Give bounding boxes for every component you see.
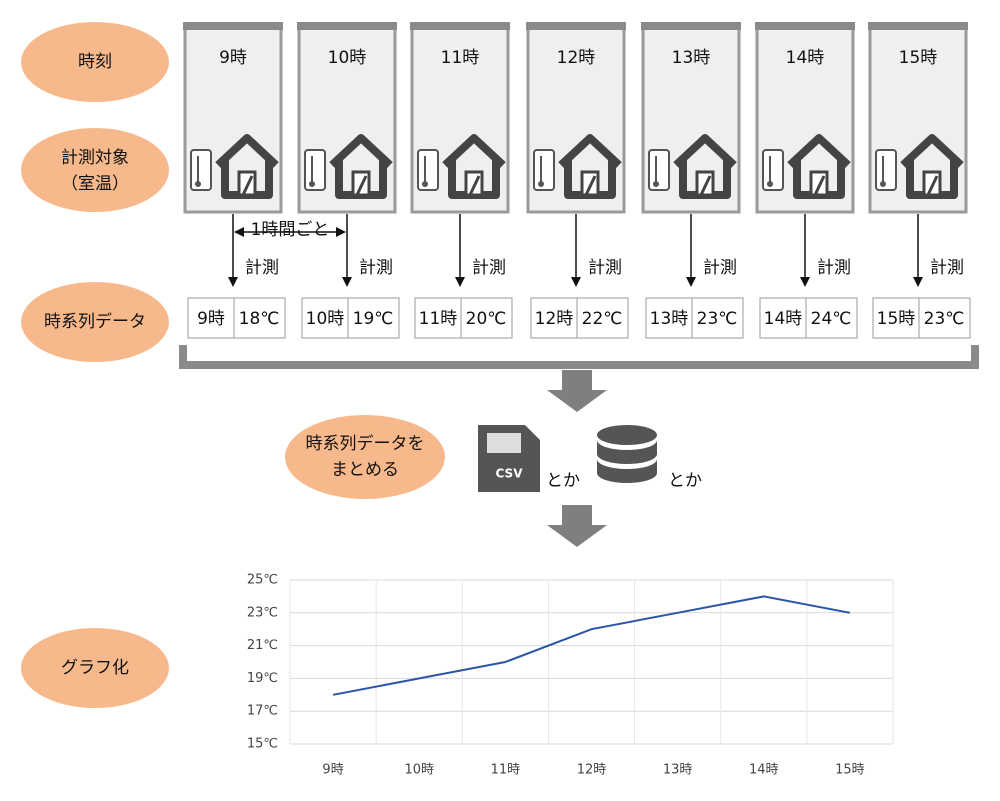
y-tick-label: 25℃ (247, 573, 278, 588)
record-hour: 9時 (197, 309, 225, 329)
house-door (351, 170, 371, 197)
hour-label: 13時 (672, 48, 711, 68)
thermometer (417, 149, 439, 191)
hour-label: 12時 (557, 48, 596, 68)
record-box (530, 297, 629, 339)
record-temp: 18℃ (239, 309, 280, 329)
measure-label: 計測 (359, 258, 393, 278)
measure-label: 計測 (472, 258, 506, 278)
row-label: 時系列データ (44, 311, 146, 332)
record-hour: 15時 (877, 309, 916, 329)
interval-label: 1時間ごと (251, 220, 330, 240)
y-tick-label: 23℃ (247, 605, 278, 620)
thermometer-bulb (880, 181, 886, 187)
x-tick-label: 11時 (491, 763, 521, 778)
measure-label: 計測 (588, 258, 622, 278)
panel-top (526, 22, 626, 30)
record-box (759, 297, 858, 339)
measure-label: 計測 (817, 258, 851, 278)
house-door (464, 170, 484, 197)
thermometer (762, 149, 784, 191)
csv-icon: CSV (478, 425, 540, 492)
file-label: CSV (496, 467, 524, 481)
measure-label: 計測 (245, 258, 279, 278)
record-hour: 10時 (306, 309, 345, 329)
step-label: 時系列データを (306, 433, 425, 454)
record-box (414, 297, 513, 339)
record-hour: 13時 (650, 309, 689, 329)
x-tick-label: 9時 (322, 763, 343, 778)
record-temp: 19℃ (353, 309, 394, 329)
record-box (872, 297, 971, 339)
house-door (809, 170, 829, 197)
panel-top (183, 22, 283, 30)
record-hour: 14時 (764, 309, 803, 329)
thermometer-bulb (767, 181, 773, 187)
hour-label: 15時 (899, 48, 938, 68)
label-oval (21, 22, 169, 102)
label-oval (285, 415, 445, 499)
x-tick-label: 12時 (577, 763, 607, 778)
x-tick-label: 13時 (663, 763, 693, 778)
measure-label: 計測 (930, 258, 964, 278)
or-label: とか (546, 471, 580, 491)
thermometer-bulb (538, 181, 544, 187)
house-door (580, 170, 600, 197)
x-tick-label: 15時 (835, 763, 865, 778)
panel-top (297, 22, 397, 30)
hour-label: 10時 (328, 48, 367, 68)
thermometer (304, 149, 326, 191)
flow-arrow (547, 505, 607, 547)
measure-label: 計測 (703, 258, 737, 278)
record-hour: 12時 (535, 309, 574, 329)
house-door (922, 170, 942, 197)
thermometer-bulb (653, 181, 659, 187)
panel-top (868, 22, 968, 30)
database-icon (597, 425, 657, 483)
row-label: グラフ化 (61, 658, 129, 678)
thermometer (648, 149, 670, 191)
record-temp: 20℃ (466, 309, 507, 329)
house-door (237, 170, 257, 197)
record-temp: 24℃ (811, 309, 852, 329)
record-temp: 23℃ (697, 309, 738, 329)
y-tick-label: 21℃ (247, 638, 278, 653)
thermometer (875, 149, 897, 191)
hour-label: 11時 (441, 48, 480, 68)
panel-top (755, 22, 855, 30)
thermometer (190, 149, 212, 191)
label-oval (21, 282, 169, 362)
step-label: まとめる (331, 460, 399, 480)
thermometer (533, 149, 555, 191)
row-label: 計測対象 (61, 148, 129, 168)
record-box (301, 297, 400, 339)
x-tick-label: 10時 (404, 763, 434, 778)
house-door (695, 170, 715, 197)
thermometer-bulb (195, 181, 201, 187)
flow-arrow (547, 370, 607, 412)
record-box (645, 297, 744, 339)
hour-label: 9時 (219, 48, 247, 68)
or-label: とか (668, 471, 702, 491)
panel-top (641, 22, 741, 30)
label-oval (21, 628, 169, 708)
line-series (332, 595, 851, 696)
record-temp: 22℃ (582, 309, 623, 329)
thermometer-bulb (422, 181, 428, 187)
y-tick-label: 15℃ (247, 737, 278, 752)
row-label: 時刻 (78, 52, 112, 72)
y-tick-label: 17℃ (247, 704, 278, 719)
record-box (187, 297, 286, 339)
record-hour: 11時 (419, 309, 458, 329)
row-label: （室温） (61, 174, 129, 194)
panel-top (410, 22, 510, 30)
y-tick-label: 19℃ (247, 671, 278, 686)
x-tick-label: 14時 (749, 763, 779, 778)
label-oval (21, 128, 169, 212)
thermometer-bulb (309, 181, 315, 187)
bracket (179, 345, 979, 369)
record-temp: 23℃ (924, 309, 965, 329)
hour-label: 14時 (786, 48, 825, 68)
